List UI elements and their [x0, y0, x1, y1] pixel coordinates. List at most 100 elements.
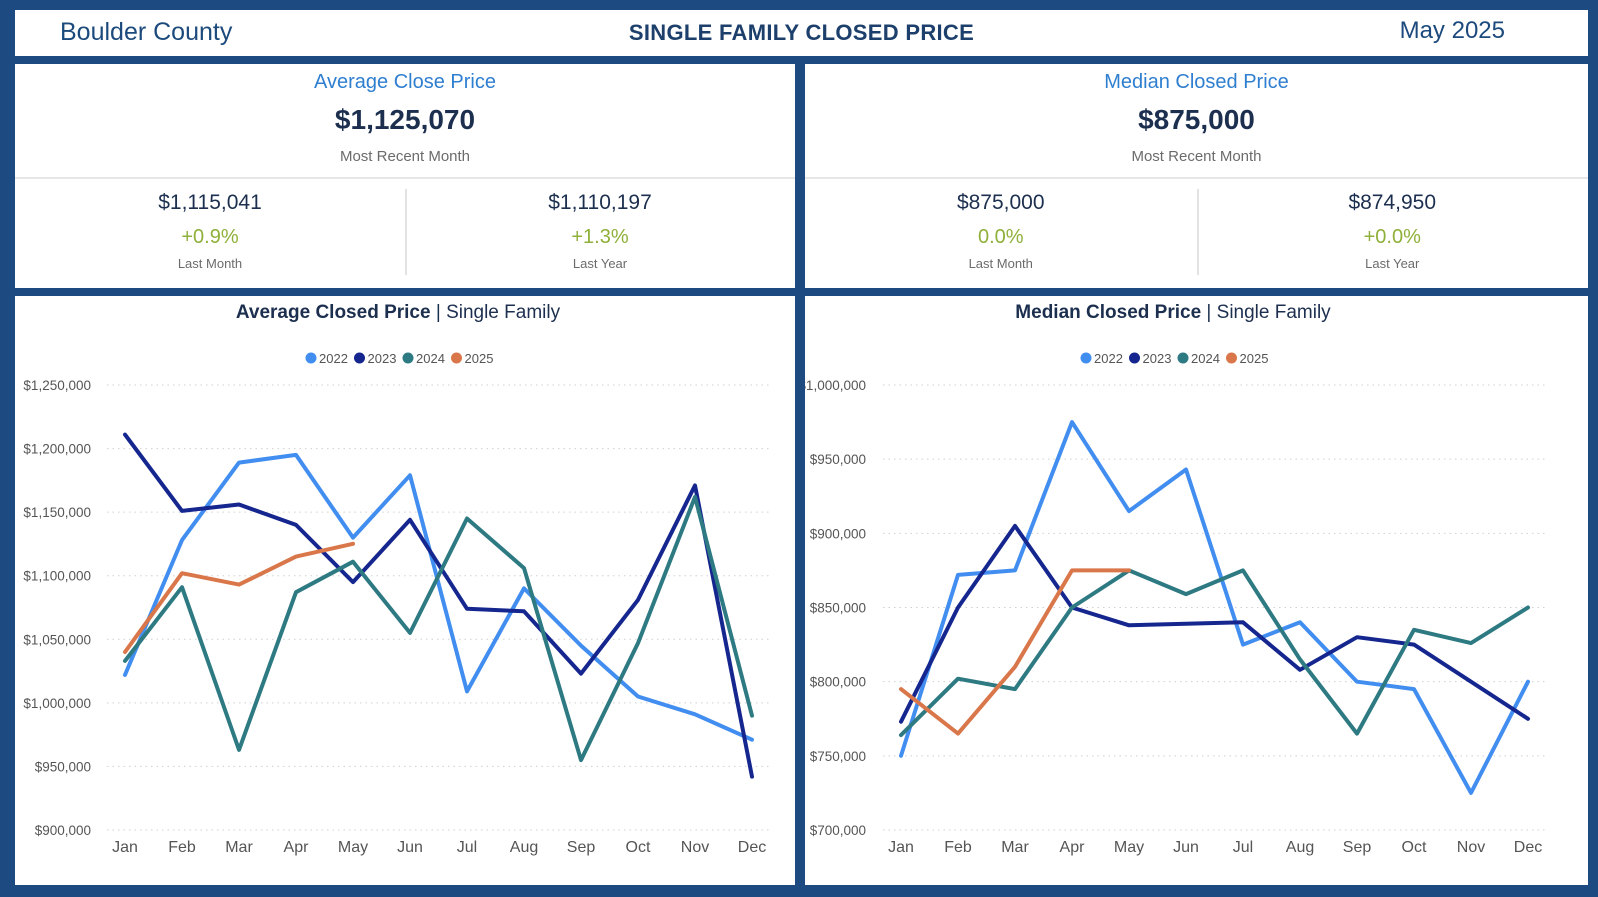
legend-label: 2024	[416, 351, 445, 366]
legend-marker	[451, 352, 462, 364]
y-tick-label: $950,000	[35, 759, 91, 774]
legend-item-2022[interactable]: 2022	[305, 351, 348, 366]
series-line-2025[interactable]	[899, 568, 1131, 736]
x-tick-label: Dec	[1514, 839, 1542, 856]
series-line-2023[interactable]	[123, 432, 754, 779]
legend-label: 2025	[465, 351, 494, 366]
legend-item-2022[interactable]: 2022	[1080, 351, 1123, 366]
y-tick-label: $1,250,000	[23, 378, 91, 393]
legend-item-2025[interactable]: 2025	[451, 351, 493, 366]
median-price-kpi-card: Median Closed Price $875,000 Most Recent…	[805, 64, 1588, 288]
legend-label: 2022	[319, 351, 348, 366]
legend-marker	[354, 352, 365, 364]
legend-item-2023[interactable]: 2023	[1129, 351, 1171, 366]
x-tick-label: Nov	[1457, 839, 1485, 856]
y-tick-label: $800,000	[810, 675, 866, 690]
chart-title-bold: Average Closed Price	[236, 302, 431, 323]
series-line-2024[interactable]	[123, 494, 754, 763]
series-line-2024[interactable]	[899, 568, 1530, 738]
legend-item-2024[interactable]: 2024	[1177, 351, 1220, 366]
kpi-last-year: $1,110,197 +1.3% Last Year	[405, 191, 795, 271]
chart-title-bold: Median Closed Price	[1015, 302, 1201, 323]
legend-label: 2023	[368, 351, 397, 366]
legend-marker	[1129, 352, 1140, 364]
x-tick-label: Sep	[567, 839, 596, 856]
legend-label: 2022	[1094, 351, 1123, 366]
kpi-comparison-change: +0.9%	[181, 226, 239, 248]
kpi-title: Median Closed Price	[1104, 71, 1289, 93]
x-tick-label: Mar	[1001, 839, 1029, 856]
x-tick-label: Mar	[225, 839, 253, 856]
legend-marker	[1177, 352, 1189, 364]
x-tick-label: Oct	[626, 839, 651, 856]
legend-marker	[402, 352, 414, 364]
report-title: SINGLE FAMILY CLOSED PRICE	[628, 20, 975, 45]
y-tick-label: $1,150,000	[23, 505, 91, 520]
kpi-comparison-change: 0.0%	[977, 226, 1024, 248]
header-bar: Boulder County SINGLE FAMILY CLOSED PRIC…	[15, 10, 1588, 56]
legend-item-2024[interactable]: 2024	[402, 351, 445, 366]
chart-title: Median Closed Price | Single Family	[1015, 302, 1331, 323]
kpi-last-year: $874,950 +0.0% Last Year	[1197, 191, 1589, 271]
kpi-comparison-change: +0.0%	[1363, 226, 1421, 248]
legend-marker	[1080, 352, 1092, 364]
y-tick-label: $900,000	[35, 823, 91, 838]
kpi-divider	[805, 177, 1588, 179]
x-tick-label: Feb	[944, 839, 972, 856]
chart-title-separator: |	[431, 302, 447, 323]
legend-label: 2023	[1143, 351, 1172, 366]
average-price-chart-panel: Average Closed Price | Single Family 2022…	[15, 296, 795, 885]
y-tick-label: $1,200,000	[23, 442, 91, 457]
legend-label: 2025	[1240, 351, 1269, 366]
x-tick-label: Dec	[738, 839, 766, 856]
series-line-2023[interactable]	[899, 523, 1530, 724]
series-line-2025[interactable]	[123, 541, 355, 654]
x-tick-label: Jul	[457, 839, 477, 856]
y-tick-label: $900,000	[810, 526, 866, 541]
y-tick-label: $850,000	[810, 601, 866, 616]
kpi-main-value: $875,000	[1138, 104, 1255, 135]
report-period: May 2025	[1399, 17, 1505, 44]
kpi-title: Average Close Price	[314, 71, 496, 93]
chart-title-subtitle: Single Family	[1217, 302, 1332, 323]
x-tick-label: Jul	[1233, 839, 1253, 856]
kpi-main-label: Most Recent Month	[1131, 148, 1262, 165]
county-name: Boulder County	[60, 18, 233, 46]
x-tick-label: Sep	[1343, 839, 1372, 856]
kpi-comparison-value: $1,115,041	[158, 191, 262, 214]
x-tick-label: Jan	[888, 839, 914, 856]
kpi-divider	[15, 177, 795, 179]
series-line-2022[interactable]	[899, 420, 1530, 795]
legend-marker	[1226, 352, 1237, 364]
y-tick-label: $1,100,000	[23, 569, 91, 584]
legend-item-2023[interactable]: 2023	[354, 351, 396, 366]
x-tick-label: Jun	[397, 839, 423, 856]
x-tick-label: Apr	[284, 839, 310, 856]
kpi-last-month: $1,115,041 +0.9% Last Month	[15, 191, 405, 271]
legend-marker	[305, 352, 317, 364]
kpi-comparison-value: $1,110,197	[548, 191, 652, 214]
kpi-comparison-value: $874,950	[1348, 191, 1437, 214]
median-price-chart-panel: Median Closed Price | Single Family 2022 2…	[805, 296, 1588, 885]
legend-item-2025[interactable]: 2025	[1226, 351, 1268, 366]
y-tick-label: $700,000	[810, 823, 866, 838]
chart-title: Average Closed Price | Single Family	[236, 302, 561, 323]
kpi-column-divider	[405, 189, 407, 275]
series-line-2022[interactable]	[123, 452, 754, 742]
average-price-line-chart: Average Closed Price | Single Family 2022…	[23, 302, 770, 856]
kpi-comparison-label: Last Month	[968, 256, 1033, 271]
median-price-line-chart: Median Closed Price | Single Family 2022 2…	[805, 302, 1546, 856]
kpi-comparison-label: Last Year	[1365, 256, 1420, 271]
x-tick-label: May	[1114, 839, 1144, 856]
kpi-column-divider	[1196, 189, 1199, 275]
x-tick-label: Nov	[681, 839, 709, 856]
legend-label: 2024	[1191, 351, 1220, 366]
y-tick-label: $950,000	[810, 452, 866, 467]
x-tick-label: Apr	[1060, 839, 1086, 856]
kpi-comparison-change: +1.3%	[571, 226, 629, 248]
x-tick-label: Jun	[1173, 839, 1199, 856]
x-tick-label: Aug	[1286, 839, 1314, 856]
average-price-kpi-card: Average Close Price $1,125,070 Most Rece…	[15, 64, 795, 288]
y-tick-label: $750,000	[810, 749, 866, 764]
kpi-main-label: Most Recent Month	[339, 148, 471, 165]
